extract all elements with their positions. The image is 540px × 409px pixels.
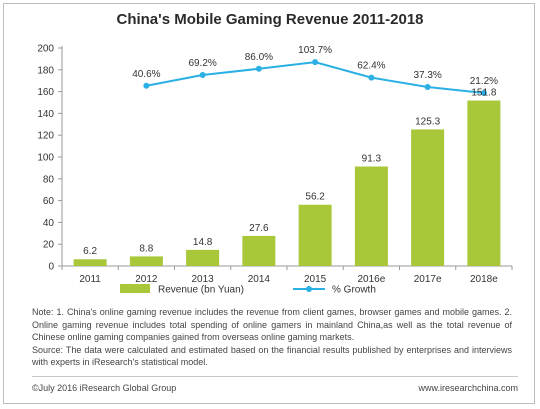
source-text: Source: The data were calculated and est… [32,344,512,368]
revenue-bar [411,129,445,266]
data-labels: 6.2 8.8 14.8 27.6 56.2 91.3 125.3 151.8 40.6% 69.… [83,45,498,257]
y-tick-label: 140 [37,109,54,120]
revenue-value-label: 91.3 [362,153,382,164]
growth-point [143,82,150,89]
x-tick-label: 2016e [357,274,385,285]
x-tick-label: 2014 [248,274,271,285]
note-text: Note: 1. China's online gaming revenue i… [32,307,512,342]
legend-revenue-label: Revenue (bn Yuan) [158,285,244,296]
y-tick-label: 40 [43,218,55,229]
growth-point [312,59,319,66]
growth-line-series [143,59,487,97]
revenue-bar [298,204,332,266]
y-tick-label: 180 [37,65,54,76]
x-tick-label: 2015 [304,274,327,285]
revenue-value-label: 14.8 [193,237,213,248]
growth-value-label: 86.0% [245,52,273,63]
growth-point [424,84,431,91]
growth-point [255,65,262,72]
growth-value-label: 37.3% [413,70,441,81]
y-tick-label: 200 [37,44,54,55]
x-tick-label: 2011 [79,274,101,285]
y-tick-label: 20 [43,240,55,251]
revenue-value-label: 6.2 [83,246,97,257]
y-tick-label: 80 [43,174,55,185]
growth-value-label: 21.2% [470,76,498,87]
revenue-bar [129,256,163,266]
growth-point [368,74,375,81]
chart-notes: Note: 1. China's online gaming revenue i… [32,306,512,369]
revenue-bar [354,166,388,266]
growth-value-label: 62.4% [357,61,385,72]
revenue-value-label: 27.6 [249,223,269,234]
growth-point [199,72,206,79]
growth-value-label: 69.2% [188,58,216,69]
revenue-bar [73,259,107,266]
legend-revenue-swatch [120,284,150,293]
x-tick-label: 2013 [192,274,215,285]
y-tick-label: 60 [43,196,55,207]
footer-divider [32,376,518,377]
x-tick-label: 2017e [414,274,442,285]
copyright-text: ©July 2016 iResearch Global Group [32,383,177,393]
revenue-bar [467,100,501,267]
revenue-value-label: 151.8 [471,88,496,99]
revenue-bar [186,249,220,266]
y-tick-label: 100 [37,153,54,164]
legend-growth-label: % Growth [332,285,376,296]
x-tick-label: 2012 [135,274,158,285]
chart-legend: Revenue (bn Yuan) % Growth [120,284,376,296]
growth-value-label: 103.7% [298,45,332,56]
website-link: www.iresearchchina.com [418,383,518,393]
y-tick-label: 0 [48,262,54,273]
y-tick-label: 160 [37,87,54,98]
chart-title: China's Mobile Gaming Revenue 2011-2018 [116,11,423,28]
bar-series [73,100,501,267]
chart-axes: 0 20 40 60 80 100 120 140 160 180 200 2011 2012 2013 2… [37,44,513,285]
x-tick-label: 2018e [470,274,498,285]
revenue-bar [242,235,276,266]
revenue-value-label: 8.8 [139,243,153,254]
chart-frame [3,3,535,404]
revenue-value-label: 125.3 [415,116,440,127]
y-tick-label: 120 [37,131,54,142]
growth-point [480,90,487,97]
legend-growth-marker [306,286,312,292]
revenue-value-label: 56.2 [305,192,325,203]
growth-value-label: 40.6% [132,69,160,80]
